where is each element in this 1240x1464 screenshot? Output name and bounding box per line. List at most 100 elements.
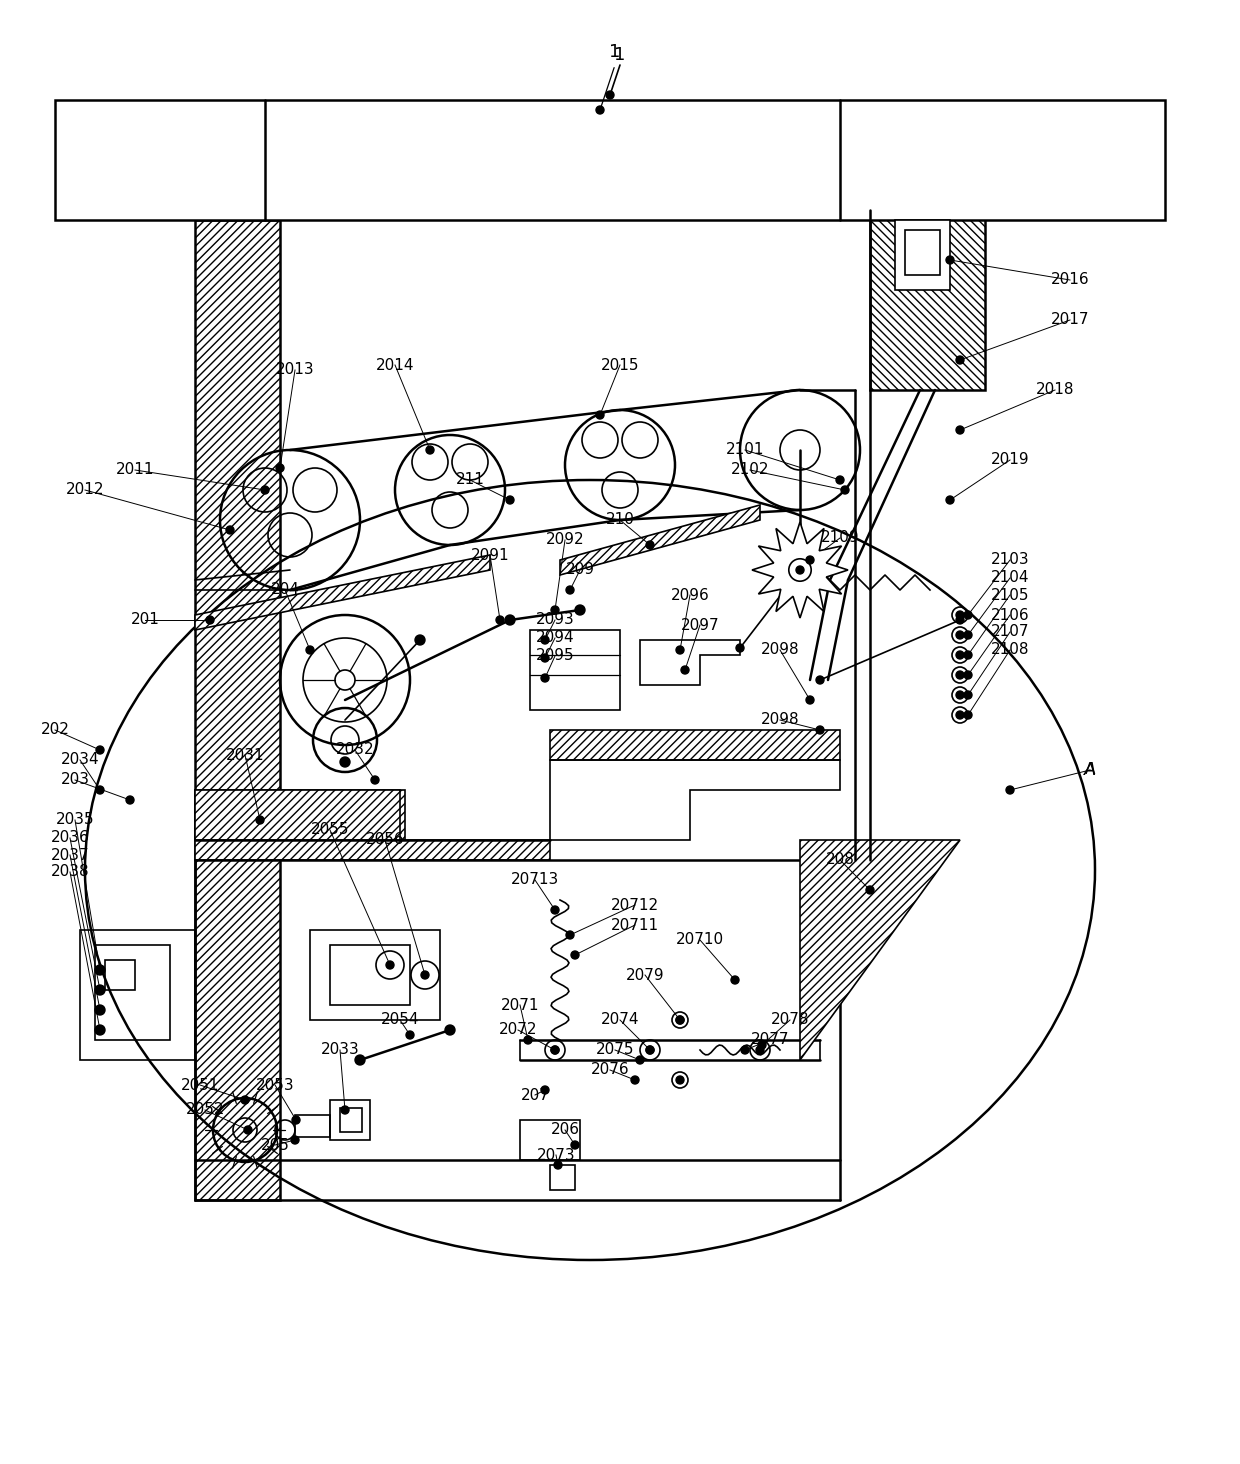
Circle shape [816, 726, 825, 733]
Polygon shape [800, 840, 960, 1060]
Circle shape [963, 691, 972, 698]
Circle shape [646, 1045, 653, 1054]
Circle shape [565, 931, 574, 938]
Polygon shape [560, 505, 760, 575]
Text: 2096: 2096 [671, 587, 709, 603]
Circle shape [596, 105, 604, 114]
Text: 2094: 2094 [536, 631, 574, 646]
Circle shape [95, 985, 105, 996]
Text: 2055: 2055 [311, 823, 350, 837]
Circle shape [646, 542, 653, 549]
Text: 2073: 2073 [537, 1148, 575, 1162]
Bar [551, 1165, 575, 1190]
Circle shape [956, 426, 963, 433]
Text: 201: 201 [130, 612, 160, 628]
Circle shape [551, 606, 559, 613]
Circle shape [95, 965, 105, 975]
Circle shape [551, 1045, 559, 1054]
Bar [95, 944, 170, 1039]
Circle shape [371, 776, 379, 785]
Circle shape [956, 671, 963, 679]
Circle shape [806, 556, 813, 564]
Circle shape [565, 586, 574, 594]
Text: 2034: 2034 [61, 752, 99, 767]
Text: 2098: 2098 [760, 643, 800, 657]
Bar [529, 630, 620, 710]
Circle shape [606, 91, 614, 100]
Circle shape [681, 666, 689, 673]
Text: 2037: 2037 [51, 848, 89, 862]
Text: 2095: 2095 [536, 649, 574, 663]
Circle shape [631, 1076, 639, 1083]
Circle shape [95, 1004, 105, 1015]
Circle shape [956, 356, 963, 365]
Circle shape [405, 1031, 414, 1039]
Circle shape [756, 1045, 764, 1054]
Circle shape [505, 615, 515, 625]
Circle shape [806, 695, 813, 704]
Circle shape [1006, 786, 1014, 793]
Circle shape [386, 960, 394, 969]
Text: 2078: 2078 [771, 1013, 810, 1028]
Text: 2035: 2035 [56, 813, 94, 827]
Text: 2032: 2032 [336, 742, 374, 757]
Circle shape [95, 747, 104, 754]
Text: 20713: 20713 [511, 873, 559, 887]
Bar [105, 960, 135, 990]
Text: 2031: 2031 [226, 748, 264, 763]
Text: 20710: 20710 [676, 933, 724, 947]
Circle shape [506, 496, 515, 504]
Text: 2017: 2017 [1050, 312, 1089, 328]
Circle shape [570, 952, 579, 959]
Text: 2072: 2072 [498, 1022, 537, 1038]
Circle shape [340, 757, 350, 767]
Text: A: A [1085, 763, 1095, 777]
Text: 206: 206 [551, 1123, 579, 1138]
Circle shape [226, 526, 234, 534]
Text: 20711: 20711 [611, 918, 660, 933]
Text: 2103: 2103 [991, 552, 1029, 568]
Text: 2018: 2018 [1035, 382, 1074, 398]
Text: 2075: 2075 [595, 1042, 634, 1057]
Text: 2033: 2033 [321, 1042, 360, 1057]
Circle shape [841, 486, 849, 493]
Circle shape [796, 567, 804, 574]
Circle shape [732, 976, 739, 984]
Text: 2051: 2051 [181, 1078, 219, 1092]
Text: 2093: 2093 [536, 612, 574, 628]
Circle shape [737, 644, 744, 651]
Bar [520, 1120, 580, 1159]
Circle shape [963, 712, 972, 719]
Polygon shape [195, 840, 551, 859]
Circle shape [306, 646, 314, 654]
Circle shape [95, 985, 104, 994]
Circle shape [126, 796, 134, 804]
Text: 2071: 2071 [501, 997, 539, 1013]
Text: 211: 211 [455, 473, 485, 488]
Circle shape [554, 1161, 562, 1168]
Text: 2038: 2038 [51, 865, 89, 880]
Text: 2097: 2097 [681, 618, 719, 632]
Circle shape [422, 971, 429, 979]
Circle shape [244, 1126, 252, 1135]
Circle shape [551, 1045, 559, 1054]
Circle shape [636, 1056, 644, 1064]
Circle shape [541, 673, 549, 682]
Bar [895, 220, 950, 290]
Text: 2052: 2052 [186, 1102, 224, 1117]
Circle shape [596, 411, 604, 419]
Text: 2101: 2101 [725, 442, 764, 457]
Bar [55, 100, 1166, 220]
Text: 208: 208 [826, 852, 854, 868]
Polygon shape [195, 791, 401, 840]
Circle shape [291, 1116, 300, 1124]
Text: 2036: 2036 [51, 830, 89, 846]
Text: 2079: 2079 [626, 968, 665, 982]
Circle shape [836, 476, 844, 485]
Polygon shape [551, 731, 839, 760]
Circle shape [956, 712, 963, 719]
Circle shape [355, 1056, 365, 1064]
Bar [81, 930, 195, 1060]
Circle shape [206, 616, 215, 624]
Circle shape [956, 616, 963, 624]
